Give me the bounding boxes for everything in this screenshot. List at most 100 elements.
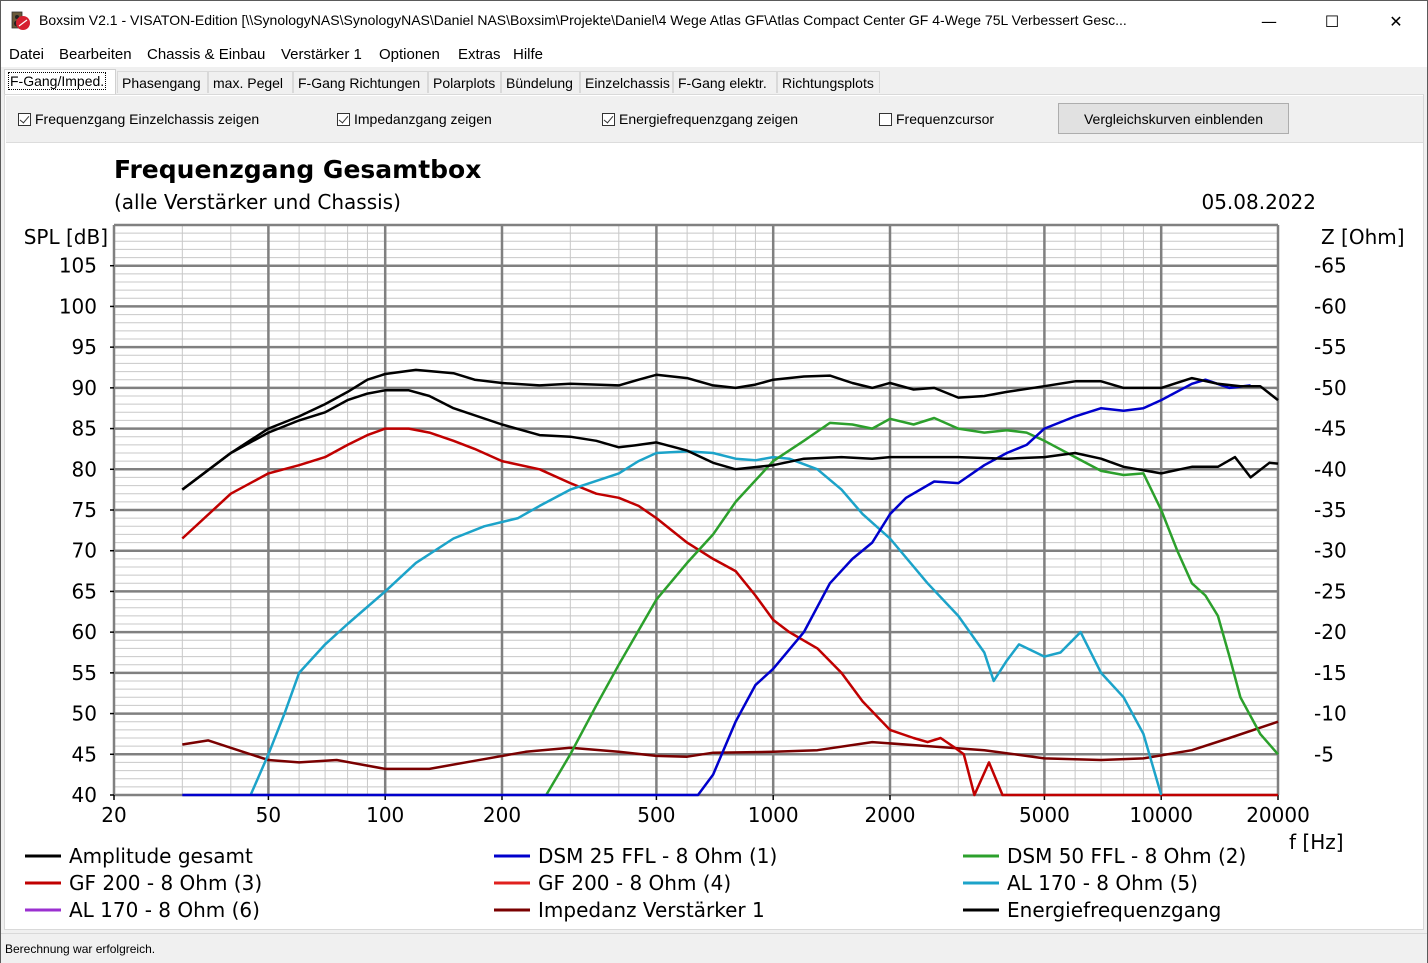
chart-date: 05.08.2022 — [1201, 190, 1316, 214]
legend-item: Energiefrequenzgang — [963, 898, 1221, 922]
y2-tick-label: -40 — [1314, 457, 1347, 481]
x-tick-label: 100 — [366, 803, 404, 827]
chart-grid — [112, 223, 1280, 797]
y-tick-label: 80 — [72, 457, 97, 481]
menu-bearbeiten[interactable]: Bearbeiten — [59, 46, 132, 63]
tab-bar: F-Gang/Imped. Phasengang max. Pegel F-Ga… — [1, 69, 1427, 95]
title-bar: Boxsim V2.1 - VISATON-Edition [\\Synolog… — [1, 1, 1427, 41]
x-tick-label: 50 — [256, 803, 281, 827]
checkbox-box[interactable] — [18, 112, 31, 126]
y-tick-label: 75 — [72, 498, 97, 522]
compare-curves-button[interactable]: Vergleichskurven einblenden — [1058, 103, 1289, 134]
y-tick-label: 65 — [72, 579, 97, 603]
series-line-dsm-25-ffl-8-ohm-1 — [182, 378, 1251, 797]
y2-tick-label: -30 — [1314, 539, 1347, 563]
y2-tick-label: -25 — [1314, 579, 1347, 603]
y2-axis-label: Z [Ohm] — [1321, 225, 1405, 249]
x-tick-label: 5000 — [1019, 803, 1070, 827]
series-line-dsm-50-ffl-8-ohm-2 — [545, 416, 1279, 796]
tab-label: F-Gang/Imped. — [7, 72, 107, 90]
tab-einzelchassis[interactable]: Einzelchassis — [580, 71, 673, 93]
close-button[interactable]: ✕ — [1389, 11, 1403, 31]
tab-f-gang-elektr[interactable]: F-Gang elektr. — [673, 71, 777, 93]
y2-tick-label: -15 — [1314, 661, 1347, 685]
checkbox-label: Impedanzgang zeigen — [354, 111, 492, 127]
maximize-button[interactable]: ☐ — [1324, 11, 1340, 31]
menu-verstaerker[interactable]: Verstärker 1 — [281, 46, 362, 63]
legend-label: GF 200 - 8 Ohm (3) — [69, 871, 262, 895]
tab-phasengang[interactable]: Phasengang — [117, 71, 208, 93]
checkbox-energiefrequenzgang[interactable]: Energiefrequenzgang zeigen — [602, 111, 798, 127]
tab-buendelung[interactable]: Bündelung — [501, 71, 580, 93]
checkbox-impedanzgang[interactable]: Impedanzgang zeigen — [337, 111, 492, 127]
menu-hilfe[interactable]: Hilfe — [513, 46, 544, 63]
menu-extras[interactable]: Extras — [458, 46, 501, 63]
tab-max-pegel[interactable]: max. Pegel — [208, 71, 293, 93]
legend-item: Amplitude gesamt — [25, 844, 253, 868]
legend-item: GF 200 - 8 Ohm (4) — [494, 871, 731, 895]
checkbox-einzelchassis[interactable]: Frequenzgang Einzelchassis zeigen — [18, 111, 259, 127]
series-line-gf-200-8-ohm-3 — [181, 427, 1278, 797]
tab-f-gang-imped[interactable]: F-Gang/Imped. — [4, 69, 116, 95]
y2-axis-ticks: -65 -60 -55 -50 -45 -40 -35 -30 -25 -20 -15 -10 -5 — [1314, 254, 1347, 767]
x-tick-label: 2000 — [865, 803, 916, 827]
series-line-amplitude-gesamt — [181, 368, 1279, 491]
menu-bar: Datei Bearbeiten Chassis & Einbau Verstä… — [1, 41, 1427, 67]
y2-tick-label: -5 — [1314, 742, 1334, 766]
tab-polarplots[interactable]: Polarplots — [428, 71, 501, 93]
y-tick-label: 90 — [72, 376, 97, 400]
y-tick-label: 45 — [72, 742, 97, 766]
y-tick-label: 85 — [72, 417, 97, 441]
y2-tick-label: -65 — [1314, 254, 1347, 278]
y2-tick-label: -60 — [1314, 294, 1347, 318]
tab-richtungsplots[interactable]: Richtungsplots — [777, 71, 880, 93]
x-tick-label: 20 — [101, 803, 126, 827]
legend-label: AL 170 - 8 Ohm (5) — [1007, 871, 1198, 895]
menu-chassis-einbau[interactable]: Chassis & Einbau — [147, 46, 266, 63]
legend-item: DSM 50 FFL - 8 Ohm (2) — [963, 844, 1246, 868]
legend-item: AL 170 - 8 Ohm (6) — [25, 898, 260, 922]
legend-label: Impedanz Verstärker 1 — [538, 898, 765, 922]
frequency-response-chart: Frequenzgang Gesamtbox (alle Verstärker … — [24, 155, 1405, 922]
x-tick-label: 10000 — [1129, 803, 1193, 827]
y-axis-label: SPL [dB] — [24, 225, 108, 249]
chart-legend: Amplitude gesamt DSM 25 FFL - 8 Ohm (1) DS… — [25, 844, 1246, 922]
checkbox-frequenzcursor[interactable]: Frequenzcursor — [879, 111, 994, 127]
y2-tick-label: -45 — [1314, 417, 1347, 441]
menu-optionen[interactable]: Optionen — [379, 46, 440, 63]
y2-tick-label: -35 — [1314, 498, 1347, 522]
y-tick-label: 70 — [72, 539, 97, 563]
status-bar: Berechnung war erfolgreich. — [1, 933, 1427, 963]
y-tick-label: 50 — [72, 702, 97, 726]
chart-curves — [181, 368, 1279, 797]
checkbox-box[interactable] — [879, 112, 892, 126]
legend-label: AL 170 - 8 Ohm (6) — [69, 898, 260, 922]
x-axis-label: f [Hz] — [1289, 830, 1344, 854]
y-axis-ticks: 105 100 95 90 85 80 75 70 65 60 55 50 45 40 — [59, 254, 114, 807]
chart-subtitle: (alle Verstärker und Chassis) — [114, 190, 401, 214]
legend-label: DSM 50 FFL - 8 Ohm (2) — [1007, 844, 1246, 868]
legend-label: Amplitude gesamt — [69, 844, 253, 868]
checkbox-box[interactable] — [602, 112, 615, 126]
x-tick-label: 20000 — [1246, 803, 1310, 827]
chart-title: Frequenzgang Gesamtbox — [114, 155, 481, 184]
y-tick-label: 95 — [72, 335, 97, 359]
y2-tick-label: -10 — [1314, 702, 1347, 726]
y2-tick-label: -55 — [1314, 335, 1347, 359]
status-text: Berechnung war erfolgreich. — [5, 942, 156, 956]
y-tick-label: 55 — [72, 661, 97, 685]
window-title: Boxsim V2.1 - VISATON-Edition [\\Synolog… — [39, 12, 1127, 28]
x-tick-label: 1000 — [748, 803, 799, 827]
tab-f-gang-richtungen[interactable]: F-Gang Richtungen — [293, 71, 428, 93]
minimize-button[interactable]: — — [1261, 11, 1277, 31]
x-tick-label: 200 — [483, 803, 521, 827]
x-axis-ticks: 20 50 100 200 500 1000 2000 5000 10000 20000 — [101, 795, 1310, 827]
y-tick-label: 60 — [72, 620, 97, 644]
checkbox-box[interactable] — [337, 112, 350, 126]
menu-datei[interactable]: Datei — [9, 46, 45, 63]
legend-label: Energiefrequenzgang — [1007, 898, 1221, 922]
y-tick-label: 105 — [59, 254, 97, 278]
legend-item: DSM 25 FFL - 8 Ohm (1) — [494, 844, 777, 868]
y-tick-label: 100 — [59, 294, 97, 318]
